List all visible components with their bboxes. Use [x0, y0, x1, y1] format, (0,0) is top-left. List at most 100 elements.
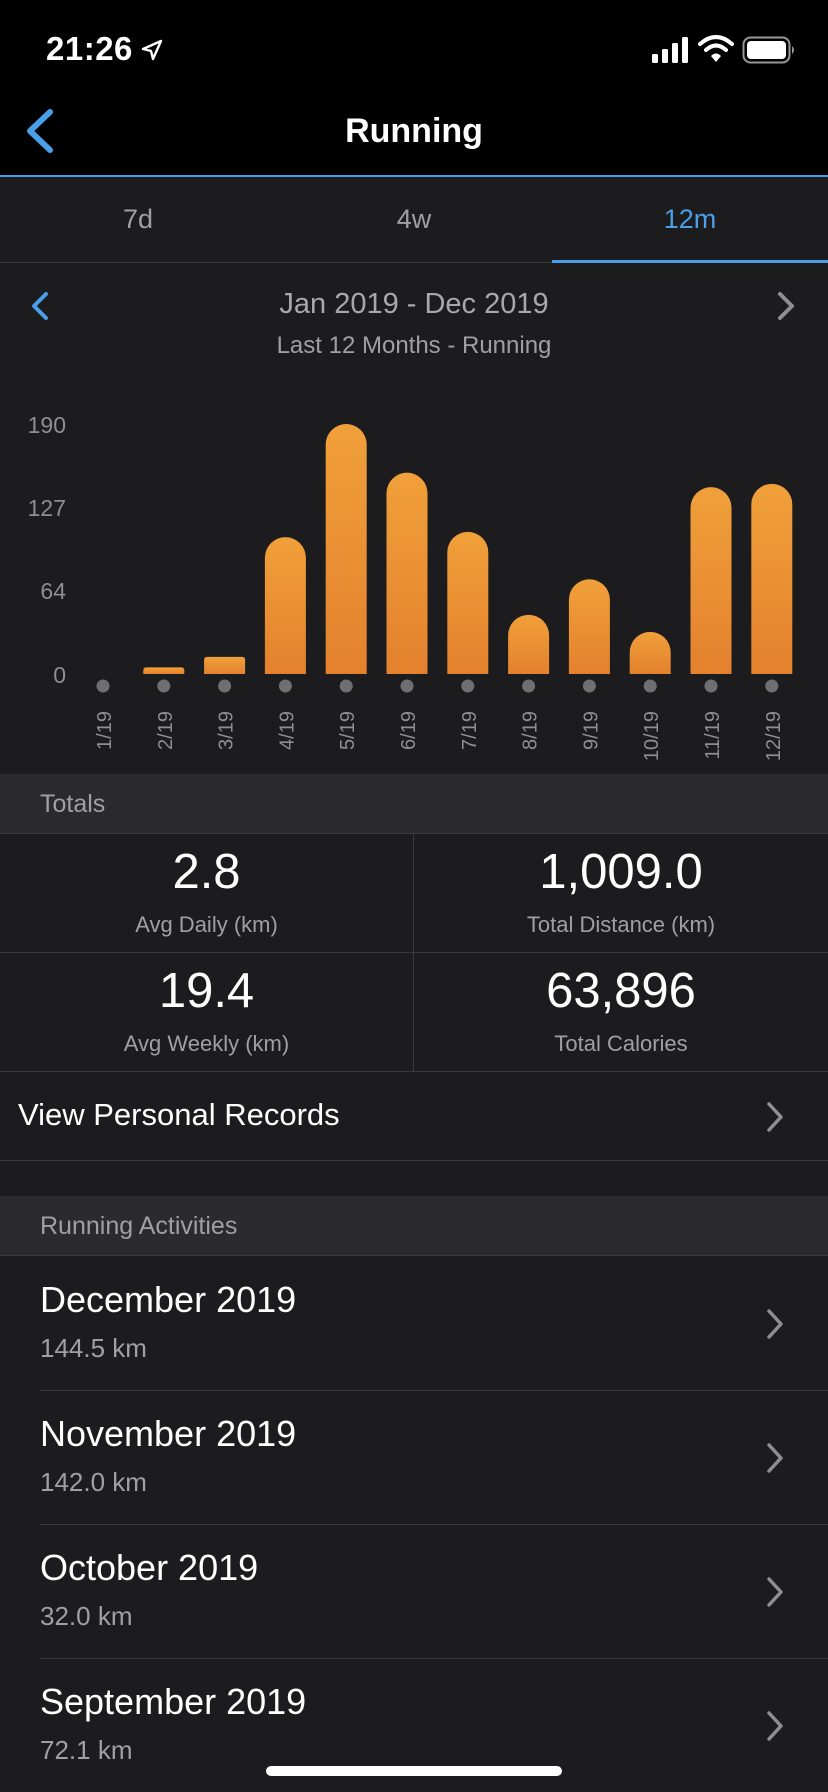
view-personal-records-row[interactable]: View Personal Records — [0, 1073, 828, 1161]
total-calories-label: Total Calories — [554, 1031, 688, 1056]
x-tick-label: 11/19 — [702, 711, 724, 760]
avg-daily-label: Avg Daily (km) — [135, 912, 278, 937]
x-tick-label: 7/19 — [459, 711, 481, 750]
x-tick-label: 1/19 — [94, 711, 116, 750]
chevron-right-icon — [767, 1443, 783, 1473]
page-title: Running — [345, 112, 483, 150]
x-tick-label: 10/19 — [641, 711, 663, 761]
bar-7-19[interactable] — [447, 531, 489, 674]
y-tick-label: 127 — [28, 495, 66, 521]
bar-10-19[interactable] — [629, 631, 671, 674]
wifi-icon — [698, 35, 734, 62]
activities-header: Running Activities — [0, 1196, 828, 1256]
status-time: 21:26 — [46, 30, 133, 67]
total-distance-label: Total Distance (km) — [526, 912, 716, 937]
x-tick-label: 2/19 — [155, 711, 177, 750]
x-dot-marker — [96, 679, 110, 693]
x-tick-label: 8/19 — [520, 711, 542, 750]
x-dot-marker — [461, 679, 475, 693]
x-dot-marker — [339, 679, 353, 693]
activity-month-title: November 2019 — [40, 1413, 297, 1454]
avg-weekly-value: 19.4 — [158, 964, 255, 1018]
x-dot-marker — [582, 679, 596, 693]
total-calories-cell: 63,896 Total Calories — [414, 953, 828, 1072]
battery-icon — [742, 36, 794, 64]
x-tick-label: 6/19 — [398, 711, 420, 750]
chevron-right-icon — [767, 1577, 783, 1607]
chevron-right-icon — [767, 1711, 783, 1741]
top-bar: 21:26 Running — [0, 0, 828, 177]
tab-4w[interactable]: 4w — [396, 204, 432, 234]
chevron-right-icon[interactable] — [770, 286, 800, 326]
bar-5-19[interactable] — [325, 424, 367, 674]
y-tick-label: 64 — [40, 578, 66, 604]
row-divider — [40, 1390, 828, 1391]
row-divider — [40, 1658, 828, 1659]
chevron-right-icon — [767, 1102, 783, 1132]
distance-bar-chart: 190 127 64 0 1/19 2/19 3/19 4/19 5/19 6/19 7/19 8/1… — [28, 412, 793, 761]
date-range-subtitle: Last 12 Months - Running — [276, 332, 552, 359]
y-tick-label: 0 — [53, 662, 66, 688]
activity-month-row[interactable]: October 2019 32.0 km — [0, 1525, 828, 1659]
activity-month-distance: 142.0 km — [40, 1467, 147, 1497]
bar-11-19[interactable] — [690, 487, 732, 674]
location-arrow-icon — [141, 39, 163, 61]
totals-grid: 2.8 Avg Daily (km) 1,009.0 Total Distanc… — [0, 834, 828, 1072]
active-tab-indicator — [552, 260, 828, 263]
bar-8-19[interactable] — [508, 614, 550, 674]
x-dot-marker — [643, 679, 657, 693]
x-dot-marker — [278, 679, 292, 693]
chevron-left-icon[interactable] — [26, 286, 56, 326]
date-range-title: Jan 2019 - Dec 2019 — [279, 288, 549, 320]
totals-header-label: Totals — [40, 790, 106, 818]
chart-panel: 190 127 64 0 1/19 2/19 3/19 4/19 5/19 6/19 7/19 8/1… — [0, 264, 828, 774]
activity-month-row[interactable]: November 2019 142.0 km — [0, 1391, 828, 1525]
x-dot-marker — [765, 679, 779, 693]
tab-12m[interactable]: 12m — [663, 204, 717, 234]
x-tick-label: 4/19 — [276, 711, 298, 750]
bar-2-19[interactable] — [143, 667, 185, 674]
bar-4-19[interactable] — [264, 537, 306, 674]
period-tabs: 7d 4w 12m — [0, 177, 828, 263]
avg-daily-value: 2.8 — [172, 845, 241, 899]
activity-month-title: October 2019 — [40, 1547, 259, 1588]
avg-weekly-cell: 19.4 Avg Weekly (km) — [0, 953, 414, 1072]
bar-9-19[interactable] — [568, 579, 610, 674]
chevron-right-icon — [767, 1309, 783, 1339]
activities-header-label: Running Activities — [40, 1212, 238, 1240]
back-chevron-icon[interactable] — [18, 104, 62, 158]
tab-7d[interactable]: 7d — [122, 204, 154, 234]
activity-month-distance: 32.0 km — [40, 1601, 133, 1631]
x-dot-marker — [157, 679, 171, 693]
view-personal-records-label: View Personal Records — [18, 1097, 340, 1132]
x-tick-label: 3/19 — [216, 711, 238, 750]
y-tick-label: 190 — [28, 412, 66, 438]
x-dot-marker — [704, 679, 718, 693]
bar-6-19[interactable] — [386, 472, 428, 674]
totals-header: Totals — [0, 774, 828, 834]
x-tick-label: 12/19 — [763, 711, 785, 761]
activity-month-distance: 144.5 km — [40, 1333, 147, 1363]
nav-divider — [0, 175, 828, 177]
avg-daily-cell: 2.8 Avg Daily (km) — [0, 834, 414, 953]
x-tick-label: 5/19 — [337, 711, 359, 750]
bar-3-19[interactable] — [204, 656, 246, 674]
row-divider — [40, 1524, 828, 1525]
total-distance-value: 1,009.0 — [539, 845, 703, 899]
activity-month-row[interactable]: December 2019 144.5 km — [0, 1257, 828, 1391]
section-spacer — [0, 1162, 828, 1196]
x-dot-marker — [522, 679, 536, 693]
activity-month-distance: 72.1 km — [40, 1735, 133, 1765]
home-indicator — [266, 1766, 562, 1776]
activity-month-title: December 2019 — [40, 1279, 297, 1320]
x-dot-marker — [218, 679, 232, 693]
total-calories-value: 63,896 — [546, 964, 696, 1018]
x-dot-marker — [400, 679, 414, 693]
x-tick-label: 9/19 — [580, 711, 602, 750]
activity-month-title: September 2019 — [40, 1681, 307, 1722]
avg-weekly-label: Avg Weekly (km) — [123, 1031, 290, 1056]
total-distance-cell: 1,009.0 Total Distance (km) — [414, 834, 828, 953]
bar-12-19[interactable] — [751, 483, 793, 674]
signal-icon — [652, 37, 688, 63]
